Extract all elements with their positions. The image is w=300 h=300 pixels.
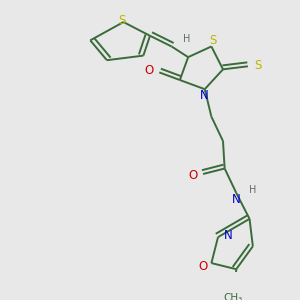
Text: O: O — [199, 260, 208, 273]
Text: N: N — [232, 193, 241, 206]
Text: S: S — [209, 34, 217, 47]
Text: N: N — [200, 89, 208, 102]
Text: N: N — [224, 229, 232, 242]
Text: O: O — [145, 64, 154, 77]
Text: O: O — [188, 169, 198, 182]
Text: H: H — [183, 34, 190, 44]
Text: CH₃: CH₃ — [223, 293, 243, 300]
Text: S: S — [254, 59, 262, 72]
Text: S: S — [118, 14, 125, 27]
Text: H: H — [249, 185, 256, 195]
